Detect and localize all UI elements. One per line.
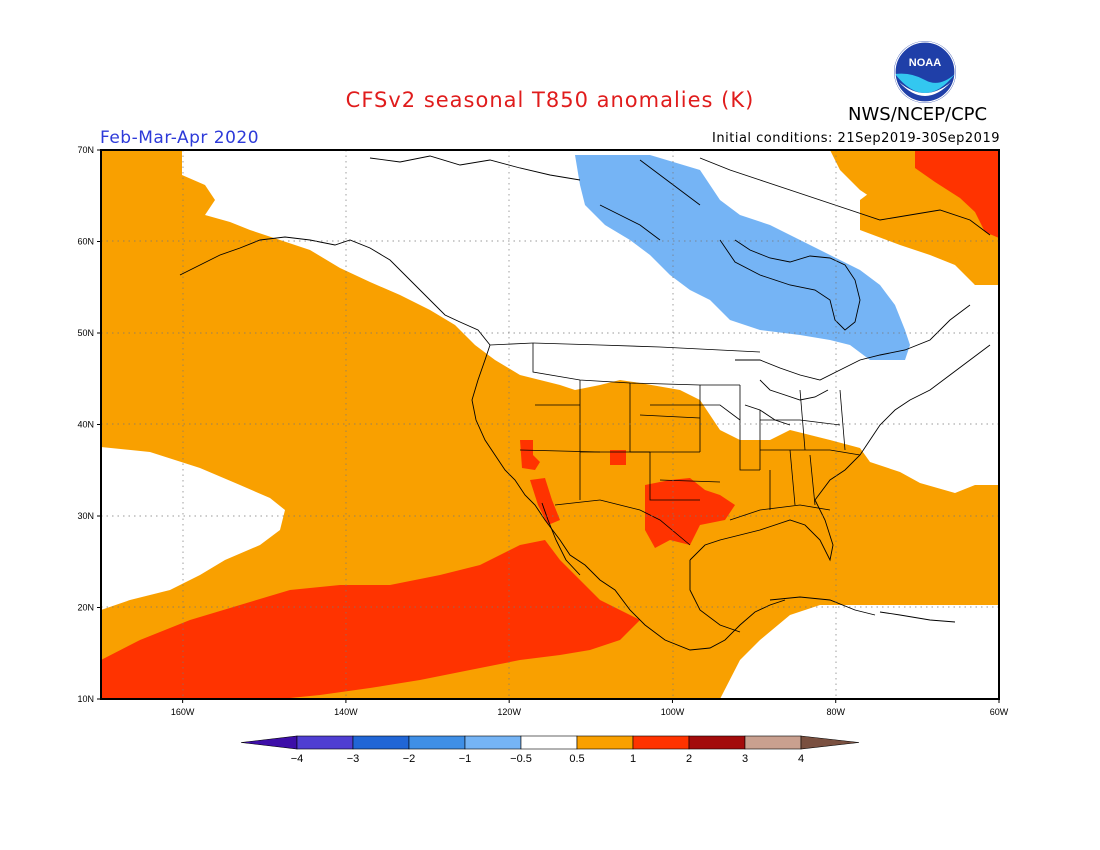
legend-labels: −4 −3 −2 −1 −0.5 0.5 1 2 3 4 — [291, 753, 804, 765]
lon-label: 100W — [661, 707, 685, 717]
legend-box — [296, 735, 354, 750]
graticule — [101, 150, 999, 699]
legend-tick-label: 3 — [742, 753, 748, 765]
logo-text: NOAA — [909, 57, 941, 69]
anomaly-field-red-pacific — [101, 540, 640, 699]
anomaly-field-red-newmexico — [610, 450, 626, 465]
anomaly-field-white-caribbean — [720, 605, 999, 699]
lat-label: 30N — [77, 511, 94, 521]
lat-label: 10N — [77, 694, 94, 704]
map-field — [101, 150, 999, 699]
legend-tick-label: 0.5 — [569, 753, 584, 765]
legend-tick-label: −3 — [347, 753, 360, 765]
legend-box — [408, 735, 466, 750]
lon-label: 140W — [334, 707, 358, 717]
lat-label: 50N — [77, 328, 94, 338]
legend-boxes — [240, 735, 860, 750]
anomaly-field-red-labrador — [915, 150, 999, 238]
lat-label: 70N — [77, 145, 94, 155]
initial-conditions-label: Initial conditions: 21Sep2019-30Sep2019 — [712, 131, 1000, 146]
anomaly-field-red-texas — [645, 478, 735, 548]
legend-box — [576, 735, 634, 750]
anomaly-field-white-pacific — [101, 447, 285, 610]
latitude-axis: 10N 20N 30N 40N 50N 60N 70N — [77, 145, 101, 704]
lat-label: 60N — [77, 237, 94, 247]
anomaly-field-blue-canada — [575, 155, 910, 360]
legend-box — [464, 735, 522, 750]
legend-tick-label: −1 — [459, 753, 472, 765]
legend-tick-label: −4 — [291, 753, 304, 765]
lon-label: 120W — [497, 707, 521, 717]
noaa-logo: NOAA — [893, 40, 957, 109]
lat-label: 40N — [77, 420, 94, 430]
anomaly-field-white-north — [182, 150, 999, 493]
chart-title: CFSv2 seasonal T850 anomalies (K) — [345, 88, 755, 112]
legend-tick-label: 2 — [686, 753, 692, 765]
lon-label: 60W — [990, 707, 1009, 717]
anomaly-field-orange-alaska — [101, 150, 215, 250]
agency-label: NWS/NCEP/CPC — [848, 104, 988, 125]
lat-label: 20N — [77, 603, 94, 613]
legend-tick-label: −2 — [403, 753, 416, 765]
legend-box — [520, 735, 578, 750]
legend-tick-label: −0.5 — [510, 753, 532, 765]
lon-label: 160W — [171, 707, 195, 717]
legend-box — [744, 735, 802, 750]
borders — [489, 342, 861, 546]
legend-triangle-high — [800, 735, 860, 750]
legend-tick-label: 1 — [630, 753, 636, 765]
period-label: Feb-Mar-Apr 2020 — [100, 128, 260, 148]
coastlines — [179, 155, 991, 651]
anomaly-field-red-arizona — [520, 440, 540, 470]
legend-tick-label: 4 — [798, 753, 804, 765]
longitude-axis: 160W 140W 120W 100W 80W 60W — [171, 699, 1009, 717]
legend-triangle-low — [240, 735, 298, 750]
legend-box — [688, 735, 746, 750]
lon-label: 80W — [826, 707, 845, 717]
anomaly-field-red-baja — [530, 478, 560, 525]
legend-box — [632, 735, 690, 750]
legend-box — [352, 735, 410, 750]
